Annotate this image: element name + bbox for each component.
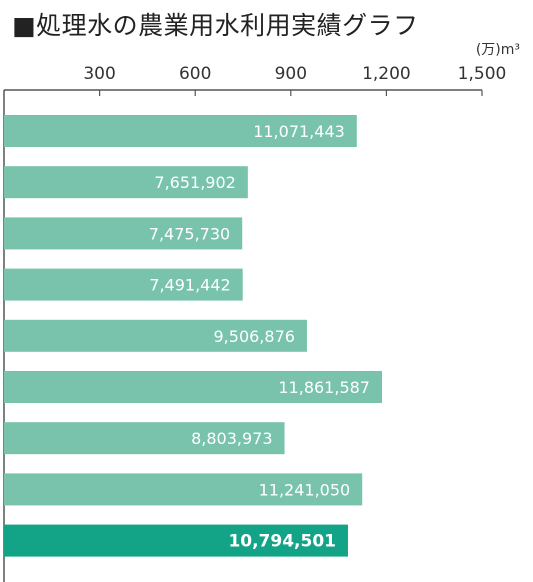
- bar: [4, 217, 243, 250]
- bar-value-label: 9,506,876: [214, 327, 295, 346]
- bar: [4, 473, 363, 506]
- bar: [4, 319, 307, 352]
- bar: [4, 268, 243, 301]
- x-tick-label: 900: [275, 64, 307, 84]
- bar: [4, 166, 248, 199]
- bar-value-label: 7,651,902: [154, 173, 235, 192]
- bar-value-label: 11,071,443: [253, 122, 345, 141]
- bar-value-label: 8,803,973: [191, 429, 272, 448]
- axis-unit-label: (万)m³: [476, 42, 520, 58]
- x-tick-label: 1,500: [458, 64, 507, 84]
- bar: [4, 371, 382, 403]
- chart-title: ■処理水の農業用水利用実績グラフ: [12, 11, 419, 40]
- bar: [4, 422, 285, 455]
- x-tick-label: 300: [83, 64, 115, 84]
- bar-value-label: 11,861,587: [278, 378, 370, 397]
- bar-value-label: 7,491,442: [149, 276, 230, 295]
- bar-value-label: 10,794,501: [228, 532, 336, 552]
- x-tick-label: 1,200: [362, 64, 411, 84]
- bar: [4, 524, 348, 557]
- x-tick-label: 600: [179, 64, 211, 84]
- bar-value-label: 11,241,050: [259, 480, 351, 499]
- bar-value-label: 7,475,730: [149, 224, 230, 243]
- bar: [4, 115, 357, 147]
